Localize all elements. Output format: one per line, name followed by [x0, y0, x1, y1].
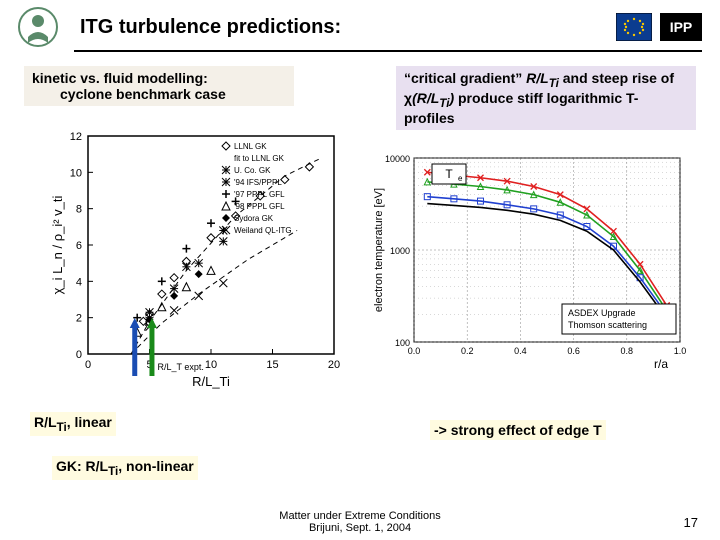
svg-text:Sydora GK: Sydora GK — [234, 214, 274, 223]
footer: Matter under Extreme Conditions Brijuni,… — [0, 510, 720, 534]
caption-left-line2: cyclone benchmark case — [32, 86, 286, 102]
svg-text:0.6: 0.6 — [567, 346, 580, 356]
svg-text:U. Co. GK: U. Co. GK — [234, 166, 271, 175]
svg-text:χ_i L_n / ρ_i² v_ti: χ_i L_n / ρ_i² v_ti — [50, 196, 65, 295]
svg-text:4: 4 — [76, 276, 82, 288]
page-number: 17 — [684, 515, 698, 530]
svg-text:r/a: r/a — [654, 357, 668, 370]
header: ITG turbulence predictions: IPP — [0, 0, 720, 48]
svg-text:15: 15 — [266, 359, 278, 371]
svg-text:0: 0 — [76, 349, 82, 361]
svg-text:Weiland QL-ITG: Weiland QL-ITG — [234, 226, 292, 235]
chart-right: 1001000100000.00.20.40.60.81.0r/aelectro… — [370, 150, 688, 370]
caption-left: kinetic vs. fluid modelling: cyclone ben… — [24, 66, 294, 106]
svg-text:2: 2 — [76, 313, 82, 325]
svg-text:'98 PPPL GFL: '98 PPPL GFL — [234, 202, 285, 211]
footer-line1: Matter under Extreme Conditions — [0, 510, 720, 522]
page-title: ITG turbulence predictions: — [58, 16, 616, 39]
eu-flag-icon — [616, 13, 652, 41]
svg-text:8: 8 — [76, 204, 82, 216]
svg-text:'94 IFS/PPPL: '94 IFS/PPPL — [234, 178, 282, 187]
svg-text:LLNL GK: LLNL GK — [234, 142, 267, 151]
svg-text:Thomson scattering: Thomson scattering — [568, 320, 647, 330]
svg-text:ASDEX Upgrade: ASDEX Upgrade — [568, 308, 636, 318]
svg-text:10: 10 — [70, 167, 82, 179]
svg-text:0: 0 — [85, 359, 91, 371]
svg-text:electron temperature [eV]: electron temperature [eV] — [373, 188, 385, 312]
annotation-linear: R/LTi, linear — [30, 412, 116, 436]
svg-text:12: 12 — [70, 131, 82, 143]
svg-text:e: e — [458, 174, 463, 183]
svg-text:0.8: 0.8 — [621, 346, 634, 356]
svg-text:10: 10 — [205, 359, 217, 371]
mpg-logo-icon — [18, 7, 58, 47]
annotation-edge-effect: -> strong effect of edge T — [430, 420, 606, 440]
svg-text:R/L_T expt.: R/L_T expt. — [158, 362, 204, 372]
svg-text:R/L_Ti: R/L_Ti — [192, 374, 230, 389]
svg-text:1.0: 1.0 — [674, 346, 687, 356]
svg-text:1000: 1000 — [390, 246, 410, 256]
footer-line2: Brijuni, Sept. 1, 2004 — [0, 522, 720, 534]
svg-text:0.2: 0.2 — [461, 346, 474, 356]
svg-text:20: 20 — [328, 359, 340, 371]
svg-text:0.0: 0.0 — [408, 346, 421, 356]
ipp-logo-icon: IPP — [660, 13, 702, 41]
chart-left: 05101520024681012R/L_Tiχ_i L_n / ρ_i² v_… — [50, 130, 340, 390]
svg-text:6: 6 — [76, 240, 82, 252]
svg-text:fit to LLNL GK: fit to LLNL GK — [234, 154, 285, 163]
content-area: kinetic vs. fluid modelling: cyclone ben… — [0, 52, 720, 492]
svg-text:0.4: 0.4 — [514, 346, 527, 356]
svg-text:'97 PPPL GFL: '97 PPPL GFL — [234, 190, 285, 199]
svg-text:10000: 10000 — [385, 154, 410, 164]
caption-left-line1: kinetic vs. fluid modelling: — [32, 70, 286, 86]
annotation-nonlinear: GK: R/LTi, non-linear — [52, 456, 198, 480]
caption-right: “critical gradient” R/LTi and steep rise… — [396, 66, 696, 130]
svg-text:T: T — [445, 167, 453, 181]
